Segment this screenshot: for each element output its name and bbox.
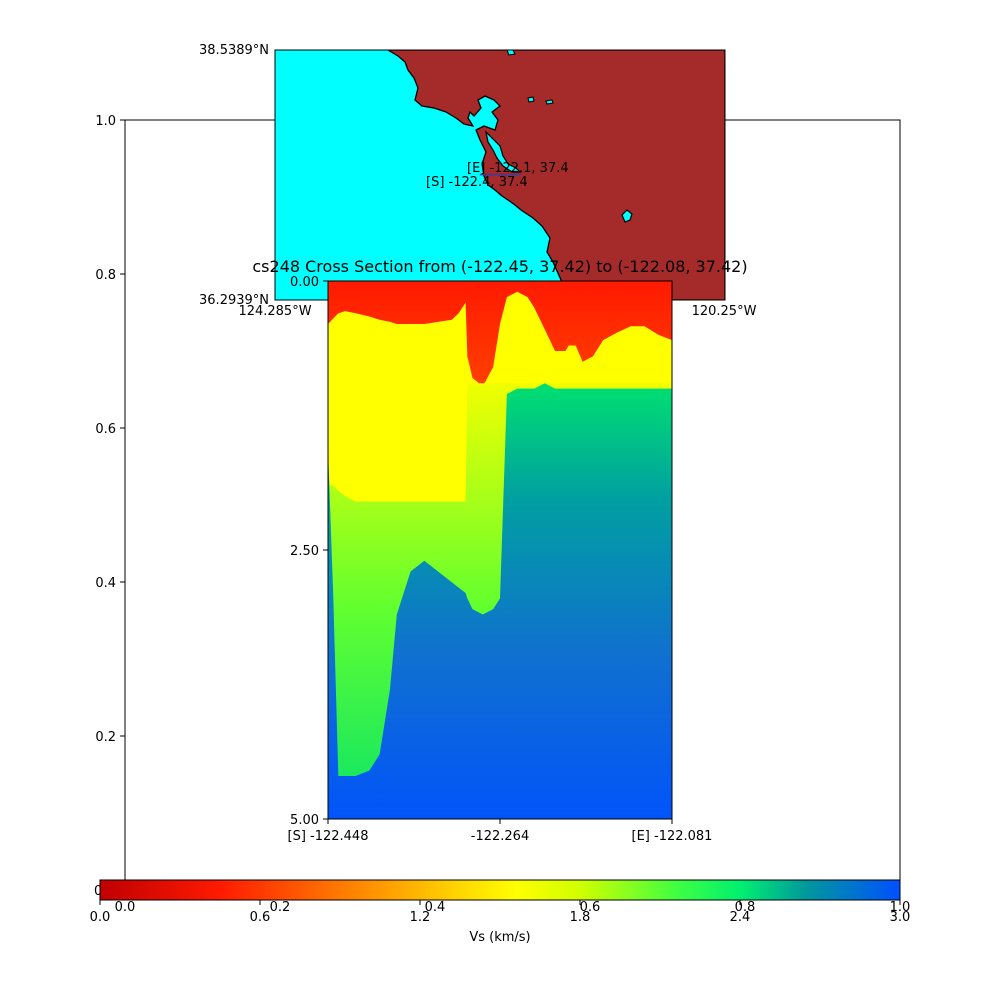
cross-section-x-tick-label: [S] -122.448 bbox=[288, 829, 369, 844]
background-y-tick-label: 0.6 bbox=[95, 422, 116, 437]
cross-section-y-ticks: 0.00 2.50 5.00 bbox=[290, 275, 328, 828]
cross-section-x-tick-label: [E] -122.081 bbox=[632, 829, 713, 844]
map-lon-label-right: 120.25°W bbox=[692, 304, 757, 319]
map-annotation-start: [S] -122.4, 37.4 bbox=[426, 175, 528, 190]
colorbar-overlay-ticks: 0.0 0.2 0.4 0.6 0.8 1.0 bbox=[115, 900, 911, 915]
map-lake bbox=[527, 96, 535, 103]
map-land bbox=[386, 50, 725, 300]
colorbar-overlay-tick-label: 0.4 bbox=[425, 900, 446, 915]
map-lake bbox=[545, 99, 554, 105]
background-y-ticks: 0.2 0.4 0.6 0.8 1.0 bbox=[95, 114, 125, 745]
cross-section: cs248 Cross Section from (-122.45, 37.42… bbox=[252, 257, 747, 844]
cross-section-x-ticks: [S] -122.448 -122.264 [E] -122.081 bbox=[288, 819, 713, 844]
colorbar-label: Vs (km/s) bbox=[469, 930, 530, 945]
colorbar-tick-label: 2.4 bbox=[730, 910, 751, 925]
map-bay-water bbox=[485, 130, 522, 173]
cross-section-y-tick-label: 0.00 bbox=[290, 275, 319, 290]
map-lake bbox=[506, 50, 516, 56]
colorbar-overlay-tick-label: 0.6 bbox=[580, 900, 601, 915]
map-lake bbox=[621, 209, 633, 223]
colorbar-gradient bbox=[99, 879, 901, 901]
colorbar-tick-label: 3.0 bbox=[890, 910, 911, 925]
colorbar-tick-label: 1.8 bbox=[570, 910, 591, 925]
map-lat-label-bottom: 36.2939°N bbox=[199, 293, 269, 308]
map-lon-label-left: 124.285°W bbox=[238, 304, 311, 319]
map-inset: [E] -122.1, 37.4 [S] -122.4, 37.4 38.538… bbox=[199, 43, 757, 319]
background-y-tick-label: 0.4 bbox=[95, 576, 116, 591]
colorbar-ticks: 0.0 0.6 1.2 1.8 2.4 3.0 bbox=[90, 900, 911, 925]
cross-section-x-tick-label: -122.264 bbox=[471, 829, 529, 844]
colorbar-overlay-tick-label: 0.8 bbox=[735, 900, 756, 915]
map-annotation-end: [E] -122.1, 37.4 bbox=[467, 161, 569, 176]
background-y-tick-label: 0.8 bbox=[95, 268, 116, 283]
background-y-tick-label: 0.2 bbox=[95, 730, 116, 745]
map-lat-label-top: 38.5389°N bbox=[199, 43, 269, 58]
cross-section-y-tick-label: 2.50 bbox=[290, 544, 319, 559]
cross-section-y-tick-label: 5.00 bbox=[290, 813, 319, 828]
cross-section-title: cs248 Cross Section from (-122.45, 37.42… bbox=[252, 257, 747, 276]
layer-basement bbox=[328, 383, 672, 819]
background-y-tick-label: 1.0 bbox=[95, 114, 116, 129]
colorbar-tick-label: 0.6 bbox=[250, 910, 271, 925]
colorbar-tick-label: 1.2 bbox=[410, 910, 431, 925]
background-y-tick-zero-label: 0 bbox=[94, 884, 102, 899]
colorbar-tick-label: 0.0 bbox=[90, 910, 111, 925]
colorbar-overlay-tick-label: 1.0 bbox=[890, 900, 911, 915]
colorbar-overlay-tick-label: 0.2 bbox=[270, 900, 291, 915]
colorbar: 0.0 0.6 1.2 1.8 2.4 3.0 0.0 0.2 0.4 0.6 0.8 1.0 Vs… bbox=[90, 879, 911, 945]
colorbar-overlay-tick-label: 0.0 bbox=[115, 900, 136, 915]
